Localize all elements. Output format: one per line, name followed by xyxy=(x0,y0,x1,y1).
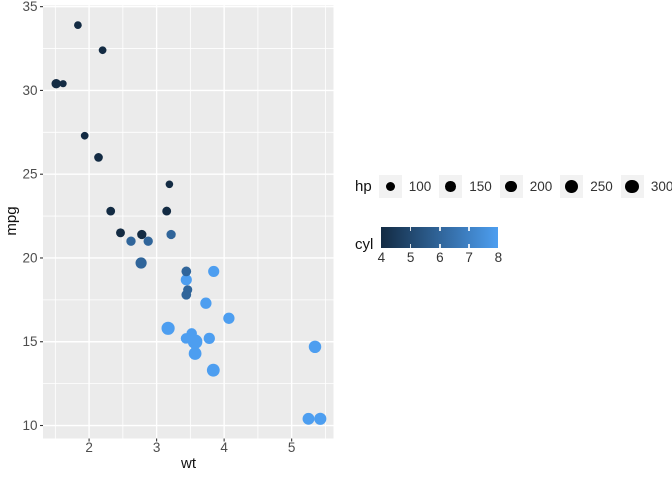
colorbar-tick xyxy=(409,244,412,248)
data-point xyxy=(188,347,202,360)
colorbar-tick xyxy=(468,227,470,231)
size-legend-dot-icon xyxy=(565,180,579,193)
y-tick-label: 10 xyxy=(22,418,37,433)
y-tick-label: 30 xyxy=(22,83,37,98)
data-point xyxy=(143,236,153,246)
data-point xyxy=(223,312,235,324)
size-legend-items: 100 150 200 250 300 xyxy=(378,175,672,198)
size-legend-dot-icon xyxy=(385,182,395,191)
color-legend-title: cyl xyxy=(355,236,374,253)
plot-panel xyxy=(43,5,334,439)
data-point xyxy=(314,412,327,425)
colorbar-labels: 4 5 6 7 8 xyxy=(377,250,503,266)
data-point xyxy=(208,265,220,277)
size-legend-key xyxy=(560,175,584,198)
size-legend-title: hp xyxy=(355,178,372,195)
y-tick-label: 20 xyxy=(22,250,37,265)
size-legend-item: 250 xyxy=(560,175,613,198)
colorbar-tick xyxy=(439,244,441,248)
data-point xyxy=(98,46,107,55)
size-legend-item: 150 xyxy=(439,175,492,198)
x-axis-title: wt xyxy=(181,455,196,472)
colorbar-tick xyxy=(439,227,441,231)
data-point xyxy=(116,228,125,238)
data-point xyxy=(187,334,203,349)
data-point xyxy=(302,412,315,425)
data-point xyxy=(51,78,61,89)
colorbar-tick-label: 7 xyxy=(465,250,473,265)
colorbar-tick-label: 5 xyxy=(406,250,415,265)
colorbar-tick xyxy=(409,227,412,231)
size-legend-label: 300 xyxy=(650,179,672,194)
size-legend-label: 100 xyxy=(408,179,432,194)
data-point xyxy=(203,332,215,345)
color-legend: cyl 4 5 6 7 8 xyxy=(355,227,503,266)
y-tick-label: 35 xyxy=(22,0,37,14)
y-tick-label: 25 xyxy=(22,167,37,182)
data-point xyxy=(74,21,82,29)
x-tick-label: 2 xyxy=(85,440,93,455)
size-legend-item: 100 xyxy=(378,175,432,198)
colorbar-tick xyxy=(468,244,470,248)
size-legend-dot-icon xyxy=(625,179,640,194)
data-point xyxy=(135,257,147,269)
data-point xyxy=(180,274,192,286)
size-legend-key xyxy=(620,175,644,198)
size-legend-label: 200 xyxy=(529,179,553,194)
colorbar-tick-label: 4 xyxy=(377,250,386,265)
data-point xyxy=(166,229,176,240)
size-legend-item: 200 xyxy=(499,175,553,198)
data-point xyxy=(59,80,67,88)
size-legend: hp 100 150 200 250 300 xyxy=(355,175,672,198)
x-tick-label: 5 xyxy=(288,440,296,455)
colorbar-tick-label: 8 xyxy=(494,250,503,265)
size-legend-key xyxy=(378,175,402,198)
y-tick-label: 15 xyxy=(22,334,37,349)
data-point xyxy=(181,289,192,300)
size-legend-label: 250 xyxy=(590,179,613,194)
data-point xyxy=(161,321,175,335)
size-legend-key xyxy=(439,175,463,198)
data-point xyxy=(126,236,136,246)
size-legend-item: 300 xyxy=(620,175,672,198)
y-axis-title: mpg xyxy=(3,206,20,236)
size-legend-key xyxy=(499,175,523,198)
data-point xyxy=(162,206,172,216)
x-tick-label: 4 xyxy=(220,440,228,455)
data-point xyxy=(206,363,220,377)
size-legend-dot-icon xyxy=(445,181,456,192)
data-point xyxy=(165,180,174,189)
data-point xyxy=(137,229,147,240)
data-point xyxy=(200,297,212,309)
data-point xyxy=(181,266,192,277)
data-point xyxy=(80,131,89,140)
size-legend-label: 150 xyxy=(469,179,492,194)
colorbar-tick-label: 6 xyxy=(436,250,444,265)
data-point xyxy=(308,340,322,354)
x-tick-label: 3 xyxy=(153,440,161,455)
colorbar: 4 5 6 7 8 xyxy=(377,227,503,266)
colorbar-gradient xyxy=(381,227,499,248)
data-point xyxy=(94,153,103,162)
data-point xyxy=(106,206,116,216)
size-legend-dot-icon xyxy=(505,180,518,193)
